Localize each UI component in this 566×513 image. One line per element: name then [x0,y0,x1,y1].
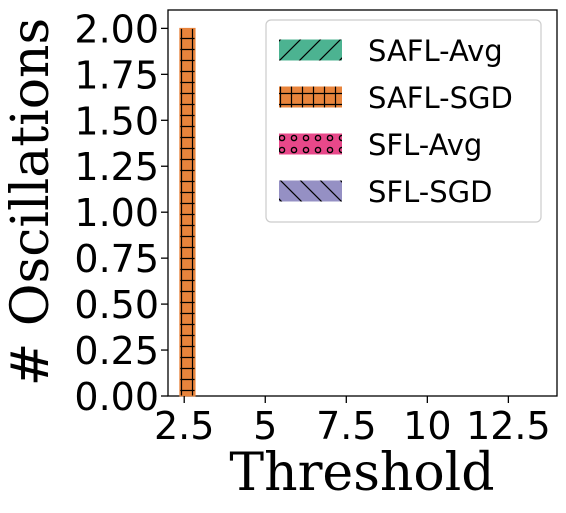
legend-label: SFL-Avg [368,128,482,162]
y-axis: 0.000.250.500.751.001.251.501.752.00 [74,7,168,419]
y-axis-title: # Oscillations [1,18,61,386]
bars-group [180,28,195,396]
y-tick-label: 1.75 [74,53,159,97]
x-tick-label: 5 [253,404,277,448]
legend-label: SFL-SGD [368,175,492,209]
legend-swatch-hatch [279,87,342,108]
legend-swatch-hatch [279,134,342,155]
x-axis: 2.5 5 7.5 10 12.5 [154,396,551,448]
x-tick-label: 10 [403,404,451,448]
legend-swatch-hatch [279,40,342,61]
legend-swatch-hatch [279,181,342,202]
legend: SAFL-Avg SAFL-SGD SFL-Avg SFL-SGD [266,20,541,222]
y-tick-label: 0.50 [74,283,159,327]
x-axis-title: Threshold [229,443,494,503]
y-tick-label: 0.25 [74,329,159,373]
y-tick-label: 1.00 [74,191,159,235]
x-tick-label: 12.5 [466,404,551,448]
x-tick-label: 2.5 [154,404,214,448]
y-tick-label: 1.50 [74,99,159,143]
y-tick-label: 2.00 [74,7,159,51]
y-tick-label: 0.00 [74,375,159,419]
legend-label: SAFL-SGD [368,81,513,115]
x-tick-label: 7.5 [316,404,376,448]
y-tick-label: 1.25 [74,145,159,189]
y-tick-label: 0.75 [74,237,159,281]
legend-label: SAFL-Avg [368,34,503,68]
bar-hatch [180,28,195,396]
